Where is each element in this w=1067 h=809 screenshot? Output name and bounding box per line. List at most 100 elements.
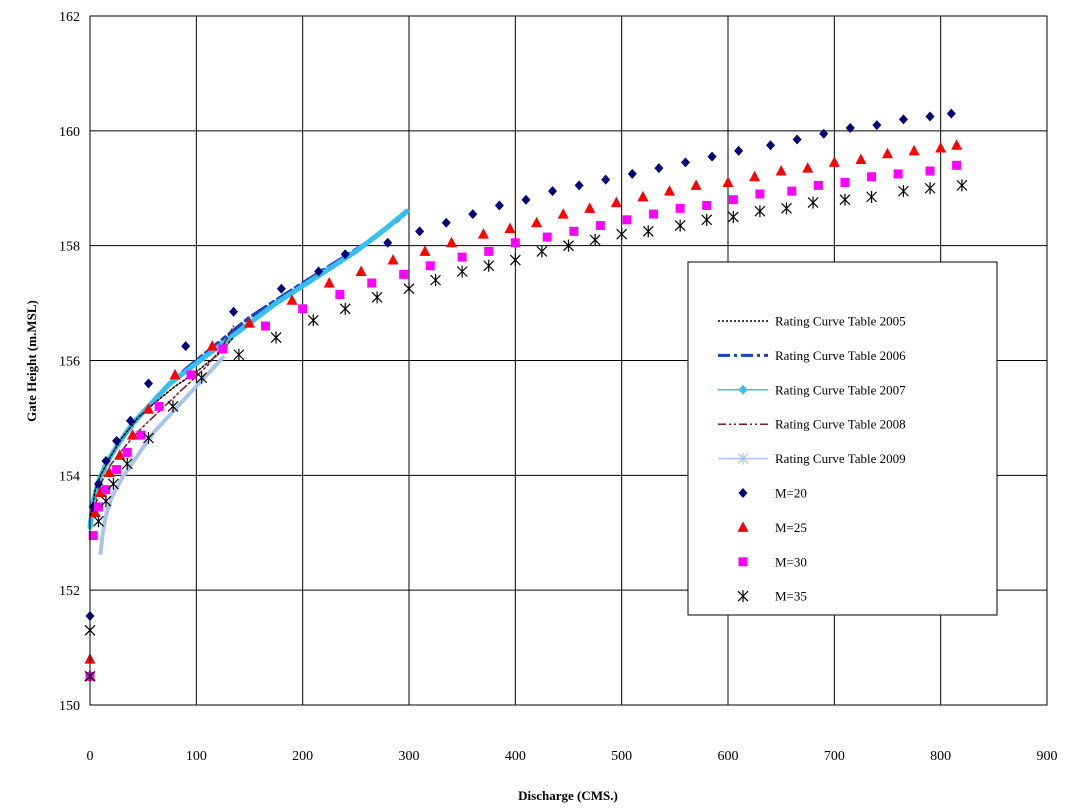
- data-point-m-25: [103, 466, 115, 477]
- data-point-m-20: [229, 306, 239, 317]
- series-line-rating-curve-table-2008: [94, 325, 235, 508]
- data-point-m-20: [94, 478, 104, 489]
- data-point-m-35: [371, 291, 383, 304]
- data-point-m-30: [728, 195, 738, 205]
- y-tick-label: 150: [59, 699, 80, 714]
- y-tick-label: 158: [59, 240, 80, 255]
- legend-label: M=35: [775, 589, 807, 604]
- x-axis-title: Discharge (CMS.): [518, 788, 618, 803]
- data-point-m-25: [557, 208, 569, 219]
- data-point-m-35: [701, 213, 713, 226]
- x-axis-tick-labels: 0 100 200 300 400 500 600 700 800 900: [87, 749, 1058, 764]
- legend-label: Rating Curve Table 2006: [775, 348, 906, 363]
- data-point-m-30: [399, 269, 409, 279]
- data-point-m-30: [787, 186, 797, 196]
- data-point-m-20: [276, 283, 286, 294]
- data-point-m-20: [680, 157, 690, 168]
- data-point-m-35: [270, 331, 282, 344]
- data-point-m-35: [233, 348, 245, 361]
- data-point-m-35: [924, 182, 936, 195]
- legend-marker-swatch: [738, 384, 748, 395]
- data-point-m-25: [749, 170, 761, 182]
- data-point-m-30: [595, 221, 605, 231]
- legend-item-m-25: M=25: [737, 520, 807, 535]
- x-tick-label: 500: [611, 749, 632, 764]
- data-point-m-25: [446, 236, 458, 248]
- legend-marker-swatch: [737, 452, 749, 465]
- data-point-m-30: [122, 447, 132, 457]
- data-point-m-30: [755, 189, 765, 199]
- legend-label: Rating Curve Table 2008: [775, 417, 906, 432]
- data-point-m-35: [589, 233, 601, 246]
- data-point-m-35: [754, 205, 766, 218]
- data-point-m-30: [94, 502, 104, 512]
- data-point-m-25: [584, 202, 596, 213]
- data-point-m-35: [430, 274, 442, 287]
- data-point-m-30: [154, 401, 164, 411]
- data-point-m-25: [95, 486, 107, 498]
- data-point-m-30: [367, 278, 377, 288]
- data-point-m-35: [642, 225, 654, 238]
- legend-item-rating-curve-table-2005: Rating Curve Table 2005: [718, 314, 906, 329]
- data-point-m-35: [196, 371, 208, 384]
- legend-label: M=20: [775, 486, 807, 501]
- series-m-35: [84, 179, 968, 683]
- data-point-m-30: [649, 209, 659, 219]
- legend-item-m-20: M=20: [738, 486, 807, 501]
- data-point-m-20: [627, 168, 637, 179]
- series-layer: [84, 108, 968, 683]
- data-point-m-20: [383, 237, 393, 248]
- data-point-m-20: [766, 140, 776, 151]
- data-point-m-25: [951, 139, 963, 150]
- data-point-m-25: [664, 185, 676, 196]
- data-point-m-25: [355, 265, 367, 277]
- legend-marker-swatch: [737, 590, 749, 603]
- legend-item-rating-curve-table-2008: Rating Curve Table 2008: [718, 417, 906, 432]
- data-point-m-20: [898, 114, 908, 125]
- data-point-m-25: [935, 142, 947, 153]
- data-point-m-30: [925, 166, 935, 176]
- data-point-m-20: [574, 180, 584, 191]
- data-point-m-25: [637, 190, 649, 202]
- data-point-m-20: [654, 163, 664, 174]
- data-point-m-20: [819, 128, 829, 139]
- data-point-m-25: [882, 147, 893, 159]
- data-point-m-20: [441, 217, 451, 228]
- data-point-m-35: [107, 477, 119, 490]
- x-tick-label: 300: [399, 749, 420, 764]
- data-point-m-20: [314, 266, 324, 277]
- series-m-25: [84, 139, 963, 681]
- data-point-m-25: [323, 276, 335, 288]
- data-point-m-35: [509, 254, 521, 267]
- data-point-m-30: [112, 465, 122, 475]
- data-point-m-35: [898, 185, 909, 198]
- data-point-m-30: [101, 485, 111, 495]
- data-point-m-30: [840, 178, 850, 188]
- series-rating-curve-table-2008: [94, 325, 235, 508]
- y-tick-label: 154: [59, 469, 80, 484]
- data-point-m-35: [456, 265, 468, 278]
- data-point-m-35: [866, 190, 877, 203]
- data-point-m-25: [127, 429, 139, 440]
- data-point-m-35: [727, 210, 739, 223]
- x-tick-label: 600: [718, 749, 739, 764]
- data-point-m-35: [616, 228, 628, 241]
- data-point-m-35: [781, 202, 792, 215]
- data-point-m-20: [872, 120, 882, 131]
- x-tick-label: 400: [505, 749, 526, 764]
- data-point-m-30: [542, 232, 552, 242]
- y-tick-label: 162: [59, 10, 80, 25]
- y-axis-title: Gate Height (m.MSL): [24, 300, 39, 422]
- data-point-m-25: [387, 254, 399, 265]
- data-point-m-35: [674, 219, 686, 232]
- data-point-m-20: [734, 145, 744, 156]
- data-point-m-30: [867, 172, 877, 182]
- y-axis-tick-labels: 150 152 154 156 158 160 162: [59, 10, 80, 714]
- data-point-m-25: [244, 317, 255, 328]
- data-point-m-20: [143, 378, 153, 389]
- data-point-m-20: [494, 200, 504, 211]
- data-point-m-35: [121, 457, 133, 470]
- data-point-m-30: [425, 261, 435, 271]
- data-point-m-20: [845, 122, 855, 133]
- data-point-m-20: [101, 455, 111, 466]
